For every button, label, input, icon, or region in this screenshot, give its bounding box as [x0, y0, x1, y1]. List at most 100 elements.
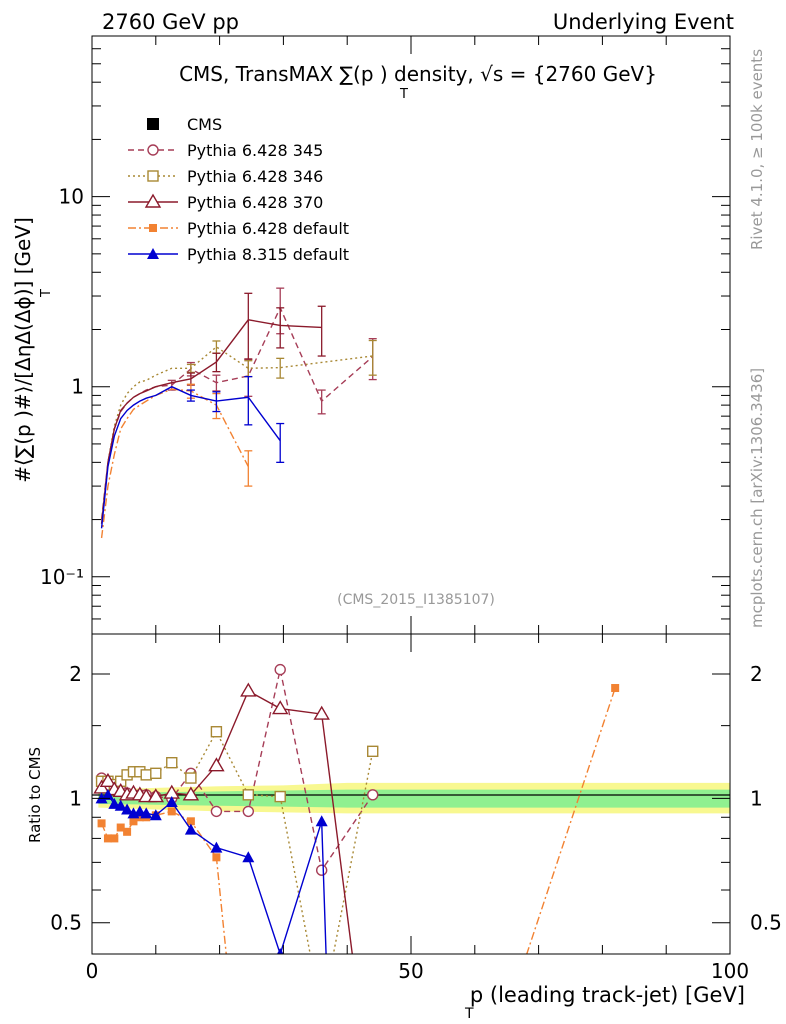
series-line	[100, 319, 322, 524]
data-point	[315, 864, 328, 876]
side-label-top: Rivet 4.1.0, ≥ 100k events	[748, 49, 766, 250]
series-line	[100, 388, 249, 539]
data-point	[140, 769, 152, 781]
data-point	[135, 813, 144, 822]
ratio-frame	[91, 633, 731, 955]
data-point	[140, 807, 153, 819]
data-point	[212, 853, 221, 862]
x-tick-label: 50	[398, 959, 423, 983]
data-point	[611, 684, 620, 693]
main-series-layer	[100, 287, 377, 539]
data-point	[271, 700, 289, 715]
series-pythia-6-428-370	[93, 682, 353, 954]
legend-marker	[147, 248, 159, 259]
series-line	[100, 687, 616, 954]
ratio-series-layer	[93, 663, 620, 954]
legend-label: Pythia 6.428 346	[187, 167, 323, 186]
header-left: 2760 GeV pp	[102, 10, 239, 34]
data-point	[186, 817, 195, 826]
data-point	[185, 772, 197, 784]
legend-label: Pythia 6.428 default	[187, 219, 349, 238]
data-point	[165, 796, 178, 808]
legend-label: Pythia 6.428 370	[187, 193, 323, 212]
ratio-y-tick-label: 1	[69, 786, 82, 810]
plot-title: CMS, TransMAX ∑(p ) density, √s = {2760 …	[179, 62, 657, 86]
ratio-bands	[98, 782, 730, 814]
data-point	[147, 788, 165, 803]
y-axis-label-main: #⟨∑(p )#⟩/[ΔηΔ(Δϕ)] [GeV]	[11, 217, 35, 483]
header-right: Underlying Event	[553, 10, 734, 34]
data-point	[274, 790, 286, 803]
series-pythia-8-315-default	[95, 788, 328, 954]
data-point	[242, 789, 255, 801]
data-point	[101, 788, 114, 800]
ratio-y-tick-label-right: 1	[750, 786, 763, 810]
data-point	[123, 827, 132, 836]
legend-marker	[147, 144, 159, 156]
analysis-id: (CMS_2015_I1385107)	[337, 592, 495, 608]
main-y-tick-label: 10	[59, 185, 84, 209]
data-point	[210, 841, 223, 853]
series-line	[100, 385, 281, 529]
data-point	[210, 805, 223, 818]
ratio-y-tick-label-right: 0.5	[750, 911, 782, 935]
y-axis-label-main-sub: T	[39, 289, 54, 298]
data-point	[240, 682, 257, 697]
ratio-y-tick-label: 0.5	[50, 911, 82, 935]
series-line	[100, 306, 374, 520]
x-tick-label: 0	[86, 959, 99, 983]
series-pythia-8-315-default	[100, 375, 285, 529]
data-point	[367, 789, 379, 801]
data-point	[138, 788, 155, 803]
series-pythia-6-428-370	[100, 292, 326, 524]
ratio-panel: 0.5 0.5 1 1 2 2 0 50 100	[50, 633, 782, 983]
data-point	[182, 786, 200, 801]
main-y-tick-label: 10⁻¹	[40, 565, 84, 589]
data-point	[129, 817, 138, 826]
data-point	[274, 663, 286, 676]
data-point	[242, 805, 255, 818]
data-point	[184, 823, 197, 835]
data-point	[167, 807, 176, 816]
data-point	[114, 799, 127, 811]
x-axis-label-sub: T	[464, 1006, 474, 1022]
legend-label: Pythia 8.315 default	[187, 245, 349, 264]
legend-label: Pythia 6.428 345	[187, 141, 323, 160]
ratio-y-tick-label-right: 2	[750, 662, 763, 686]
ratio-y-tick-label: 2	[69, 662, 82, 686]
legend: CMS Pythia 6.428 345 Pythia 6.428 346 Pythi…	[128, 115, 349, 264]
ratio-band-inner	[98, 789, 730, 808]
data-point	[103, 834, 112, 843]
legend-marker	[147, 118, 159, 130]
data-point	[110, 834, 119, 843]
legend-label: CMS	[187, 115, 222, 134]
data-point	[315, 815, 328, 827]
main-panel: 10⁻¹ 1 10 CMS, TransMAX ∑(p ) density, √s …	[40, 35, 731, 635]
data-point	[242, 851, 255, 863]
main-axis-ticks: 10⁻¹ 1 10	[40, 36, 731, 634]
data-point	[121, 803, 134, 815]
legend-marker	[144, 193, 162, 208]
series-pythia-6-428-default	[97, 684, 620, 954]
series-line	[101, 793, 327, 954]
data-point	[97, 819, 106, 828]
data-point	[149, 809, 162, 821]
legend-marker	[149, 224, 157, 232]
main-y-tick-label: 1	[71, 375, 84, 399]
series-pythia-6-428-346	[95, 726, 379, 954]
y-axis-label-ratio: Ratio to CMS	[26, 747, 44, 843]
plot-title-sub: T	[399, 87, 408, 102]
data-point	[210, 726, 223, 738]
data-point	[367, 745, 379, 758]
series-pythia-6-428-346	[100, 339, 377, 520]
side-label-bottom: mcplots.cern.ch [arXiv:1306.3436]	[748, 368, 766, 628]
x-axis-label: p (leading track-jet) [GeV]	[470, 983, 745, 1007]
data-point	[150, 767, 162, 780]
x-tick-label: 100	[711, 959, 749, 983]
data-point	[99, 772, 117, 787]
legend-marker	[147, 170, 159, 182]
data-point	[116, 823, 125, 832]
data-point	[276, 948, 284, 954]
data-point	[208, 757, 225, 772]
